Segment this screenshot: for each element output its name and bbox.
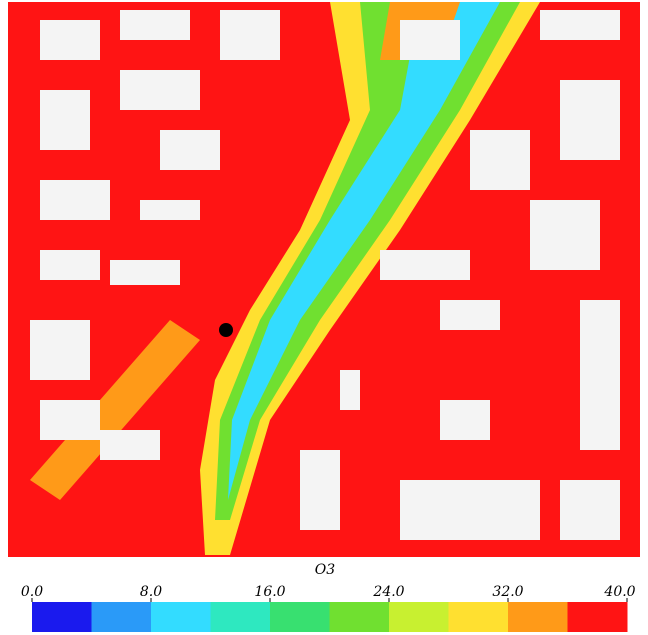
building	[560, 80, 620, 160]
colorbar-segment	[92, 602, 152, 632]
building	[120, 70, 200, 110]
receptor-point	[219, 323, 233, 337]
building	[120, 10, 190, 40]
building	[100, 430, 160, 460]
colorbar-segment	[330, 602, 390, 632]
colorbar-tick-label: 16.0	[254, 584, 285, 600]
building	[300, 450, 340, 530]
colorbar-segment	[32, 602, 92, 632]
page: O3 0.08.016.024.032.040.0 (() => { const…	[0, 0, 648, 635]
colorbar-tick-label: 0.0	[21, 584, 43, 600]
building	[400, 480, 540, 540]
building	[470, 130, 530, 190]
colorbar-segment	[151, 602, 211, 632]
colorbar: O3 0.0 8.0 16.0 24.0 32.0 40.0	[21, 562, 636, 632]
concentration-map	[8, 2, 640, 557]
colorbar-segment	[449, 602, 509, 632]
building	[160, 130, 220, 170]
colorbar-tick-label: 40.0	[603, 584, 635, 600]
figure: O3 0.0 8.0 16.0 24.0 32.0 40.0	[0, 0, 648, 635]
colorbar-segment	[270, 602, 330, 632]
colorbar-segment	[568, 602, 628, 632]
colorbar-tick-label: 24.0	[372, 584, 404, 600]
building	[560, 480, 620, 540]
building	[400, 20, 460, 60]
colorbar-segment	[389, 602, 449, 632]
building	[40, 20, 100, 60]
building	[110, 260, 180, 285]
building	[540, 10, 620, 40]
colorbar-segment	[508, 602, 568, 632]
building	[530, 200, 600, 270]
building	[440, 300, 500, 330]
building	[30, 320, 90, 380]
building	[40, 400, 100, 440]
colorbar-segment	[211, 602, 271, 632]
colorbar-label: O3	[315, 562, 335, 578]
building	[40, 180, 110, 220]
building	[380, 250, 470, 280]
building	[580, 300, 620, 450]
building	[340, 370, 360, 410]
building	[440, 400, 490, 440]
building	[40, 250, 100, 280]
building	[40, 90, 90, 150]
colorbar-tick-label: 8.0	[140, 584, 162, 600]
colorbar-tick-label: 32.0	[492, 584, 523, 600]
building	[140, 200, 200, 220]
building	[220, 10, 280, 60]
